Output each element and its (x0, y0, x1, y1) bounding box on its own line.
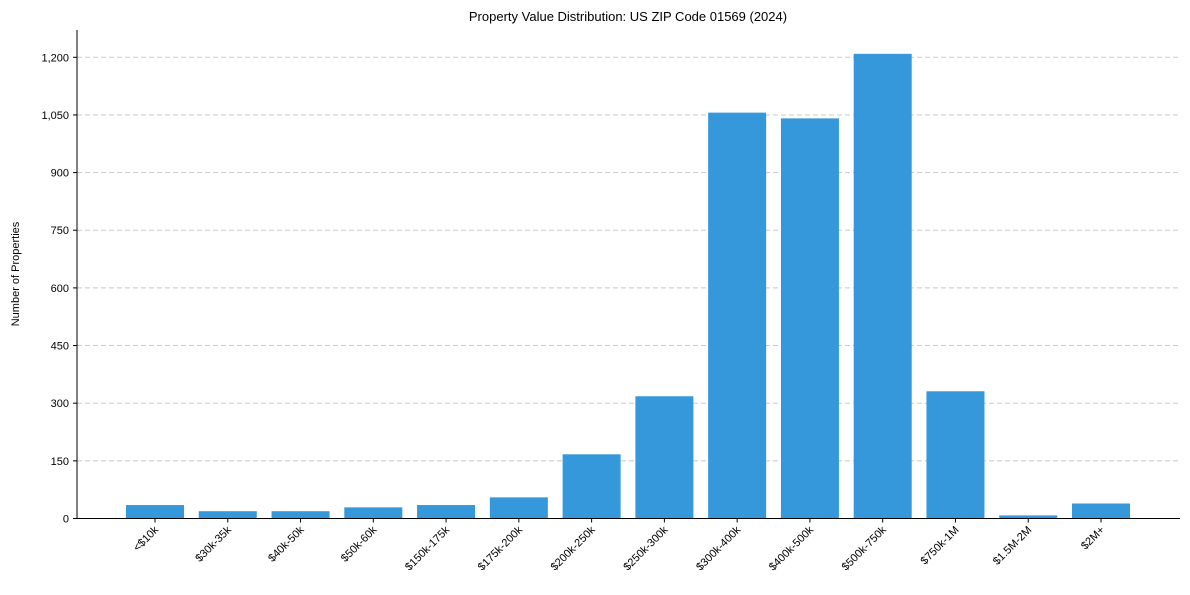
bar (562, 454, 621, 519)
bar (635, 396, 694, 519)
bar (999, 515, 1058, 519)
y-tick-label: 900 (51, 168, 69, 180)
y-tick-label: 750 (51, 225, 69, 237)
x-tick-label: $150k-175k (403, 524, 452, 573)
y-tick-label: 1,050 (41, 110, 69, 122)
y-tick-label: 600 (51, 283, 69, 295)
bar (489, 497, 548, 519)
x-tick-label: <$10k (131, 524, 161, 554)
x-tick-label: $40k-50k (266, 524, 307, 565)
bar (417, 505, 476, 519)
x-tick-label: $1.5M-2M (991, 524, 1035, 568)
gridlines (77, 56, 1180, 462)
x-tick-label: $50k-60k (339, 524, 380, 565)
x-tick-label: $250k-300k (621, 524, 670, 573)
y-tick-label: 300 (51, 398, 69, 410)
bar (926, 391, 985, 519)
bar (271, 511, 330, 519)
bar (708, 112, 767, 519)
x-ticks: <$10k $30k-35k $40k-50k $50k-60k $150k-175k $… (131, 518, 1107, 573)
x-tick-label: $500k-750k (840, 524, 889, 573)
x-tick-label: $175k-200k (476, 524, 525, 573)
x-tick-label: $400k-500k (767, 524, 816, 573)
x-tick-label: $30k-35k (193, 524, 234, 565)
bar (1072, 503, 1130, 519)
x-tick-label: $750k-1M (919, 524, 962, 567)
bar (126, 505, 184, 519)
y-tick-label: 450 (51, 341, 69, 353)
bars (126, 53, 1130, 519)
bar (198, 511, 257, 519)
x-tick-label: $300k-400k (694, 524, 743, 573)
x-tick-label: $2M+ (1079, 524, 1107, 552)
x-tick-label: $200k-250k (549, 524, 598, 573)
y-tick-label: 150 (51, 456, 69, 468)
bar (853, 53, 912, 519)
bar (344, 507, 403, 519)
bar (780, 118, 839, 519)
chart-title: Property Value Distribution: US ZIP Code… (469, 9, 787, 24)
y-tick-label: 1,200 (41, 52, 69, 64)
y-axis-label: Number of Properties (10, 221, 22, 326)
y-ticks: 0 150 300 450 600 750 900 1,050 1,200 (41, 52, 77, 526)
y-tick-label: 0 (63, 514, 69, 526)
